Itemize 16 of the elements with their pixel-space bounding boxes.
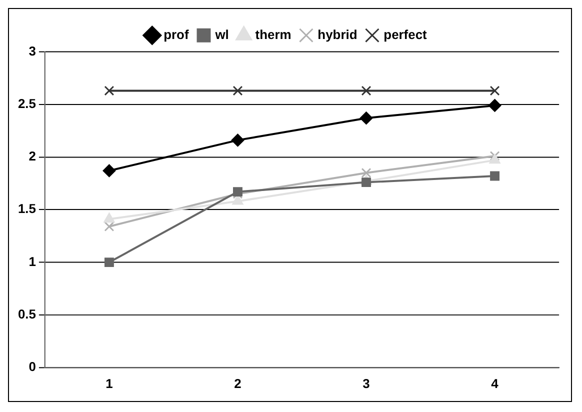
y-tick-label: 2 <box>28 148 36 164</box>
x-tick-label: 4 <box>491 376 500 391</box>
x-tick-label: 2 <box>234 376 242 391</box>
x-tick-label: 1 <box>106 376 113 391</box>
y-tick-label: 0.5 <box>18 306 36 322</box>
legend-label: hybrid <box>318 26 358 42</box>
y-tick-label: 1 <box>28 254 36 269</box>
y-tick-label: 2.5 <box>18 96 36 111</box>
legend-label: therm <box>255 26 292 42</box>
y-tick-label: 0 <box>28 359 36 374</box>
legend-label: prof <box>164 26 190 42</box>
legend-label: wl <box>214 26 229 42</box>
y-tick-label: 3 <box>28 43 36 58</box>
x-tick-label: 3 <box>362 376 370 391</box>
y-tick-label: 1.5 <box>18 201 36 216</box>
legend-label: perfect <box>384 26 428 42</box>
